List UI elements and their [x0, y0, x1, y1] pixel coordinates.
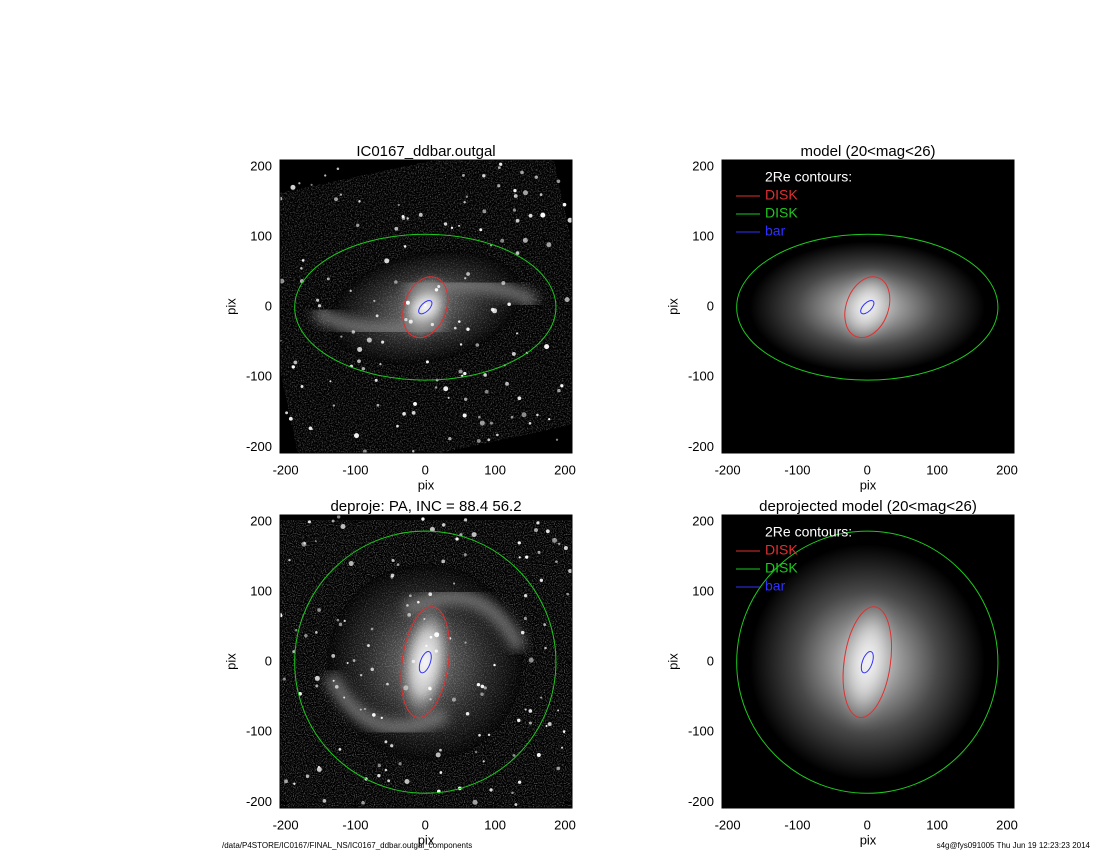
contour — [418, 651, 432, 674]
legend-title: 2Re contours: — [765, 524, 852, 540]
y-tick-label: -200 — [688, 794, 714, 809]
x-tick-label: -100 — [342, 462, 368, 477]
y-tick-label: 200 — [250, 158, 272, 173]
x-tick-label: -100 — [784, 817, 810, 832]
chart-title: model (20<mag<26) — [800, 143, 935, 160]
x-tick-label: 0 — [864, 817, 871, 832]
chart-title: deproje: PA, INC = 88.4 56.2 — [330, 498, 521, 515]
legend-label: bar — [765, 578, 786, 594]
legend-label: DISK — [765, 205, 798, 221]
y-axis-label: pix — [223, 653, 238, 670]
x-axis-label: pix — [418, 832, 435, 847]
y-axis-label: pix — [665, 653, 680, 670]
contour — [400, 606, 450, 719]
y-tick-label: -100 — [246, 724, 272, 739]
legend-label: bar — [765, 223, 786, 239]
y-axis-label: pix — [665, 298, 680, 315]
image — [722, 160, 1014, 453]
y-tick-label: -200 — [246, 439, 272, 454]
y-tick-label: 100 — [250, 229, 272, 244]
image — [280, 515, 572, 808]
y-tick-label: -100 — [688, 369, 714, 384]
x-tick-label: 100 — [926, 462, 948, 477]
y-axis-label: pix — [223, 298, 238, 315]
x-tick-label: -200 — [715, 462, 741, 477]
contour — [294, 233, 557, 381]
y-tick-label: -100 — [246, 369, 272, 384]
x-tick-label: 200 — [554, 462, 576, 477]
panel: 2Re contours: DISK DISK bar -200 -100 0 100 200 -… — [665, 143, 1017, 492]
panel: -200 -100 0 100 200 -200 -100 0 100 200 IC0167_ddb… — [223, 143, 576, 492]
panel: -200 -100 0 100 200 -200 -100 0 100 200 deproje: P… — [223, 498, 576, 847]
y-tick-label: 100 — [692, 584, 714, 599]
x-tick-label: -100 — [784, 462, 810, 477]
x-tick-label: 200 — [996, 462, 1018, 477]
y-tick-label: 100 — [692, 229, 714, 244]
contour — [842, 606, 892, 719]
x-tick-label: 0 — [864, 462, 871, 477]
contour — [402, 276, 449, 339]
panel: 2Re contours: DISK DISK bar -200 -100 0 100 200 -… — [665, 498, 1017, 847]
x-tick-label: 200 — [554, 817, 576, 832]
footer-left: /data/P4STORE/IC0167/FINAL_NS/IC0167_ddb… — [222, 841, 472, 850]
y-tick-label: 0 — [265, 299, 272, 314]
y-tick-label: -200 — [246, 794, 272, 809]
plot-frame — [279, 514, 573, 809]
x-tick-label: -200 — [273, 817, 299, 832]
x-tick-label: 0 — [422, 817, 429, 832]
y-tick-label: 100 — [250, 584, 272, 599]
y-tick-label: 0 — [707, 654, 714, 669]
x-tick-label: -200 — [273, 462, 299, 477]
chart-title: deprojected model (20<mag<26) — [759, 498, 977, 515]
chart-title: IC0167_ddbar.outgal — [356, 143, 495, 160]
x-tick-label: 100 — [484, 817, 506, 832]
plot-frame — [721, 159, 1015, 454]
contour — [844, 276, 891, 339]
x-axis-label: pix — [860, 832, 877, 847]
contour — [736, 233, 999, 381]
contour — [860, 300, 875, 315]
x-tick-label: -100 — [342, 817, 368, 832]
y-tick-label: 0 — [265, 654, 272, 669]
legend-label: DISK — [765, 542, 798, 558]
x-tick-label: 100 — [484, 462, 506, 477]
legend-label: DISK — [765, 187, 798, 203]
legend-label: DISK — [765, 560, 798, 576]
y-tick-label: 200 — [250, 513, 272, 528]
y-tick-label: 200 — [692, 513, 714, 528]
x-axis-label: pix — [860, 477, 877, 492]
y-tick-label: -200 — [688, 439, 714, 454]
x-tick-label: 200 — [996, 817, 1018, 832]
x-axis-label: pix — [418, 477, 435, 492]
x-tick-label: -200 — [715, 817, 741, 832]
image — [722, 515, 1014, 808]
plot-frame — [721, 514, 1015, 809]
x-tick-label: 0 — [422, 462, 429, 477]
legend-title: 2Re contours: — [765, 169, 852, 185]
x-tick-label: 100 — [926, 817, 948, 832]
contour — [736, 530, 999, 794]
plot-frame — [279, 159, 573, 454]
y-tick-label: -100 — [688, 724, 714, 739]
contour — [860, 651, 874, 674]
y-tick-label: 200 — [692, 158, 714, 173]
footer-right: s4g@fys091005 Thu Jun 19 12:23:23 2014 — [937, 841, 1091, 850]
image — [280, 160, 572, 453]
y-tick-label: 0 — [707, 299, 714, 314]
contour — [418, 300, 433, 315]
contour — [294, 530, 557, 794]
